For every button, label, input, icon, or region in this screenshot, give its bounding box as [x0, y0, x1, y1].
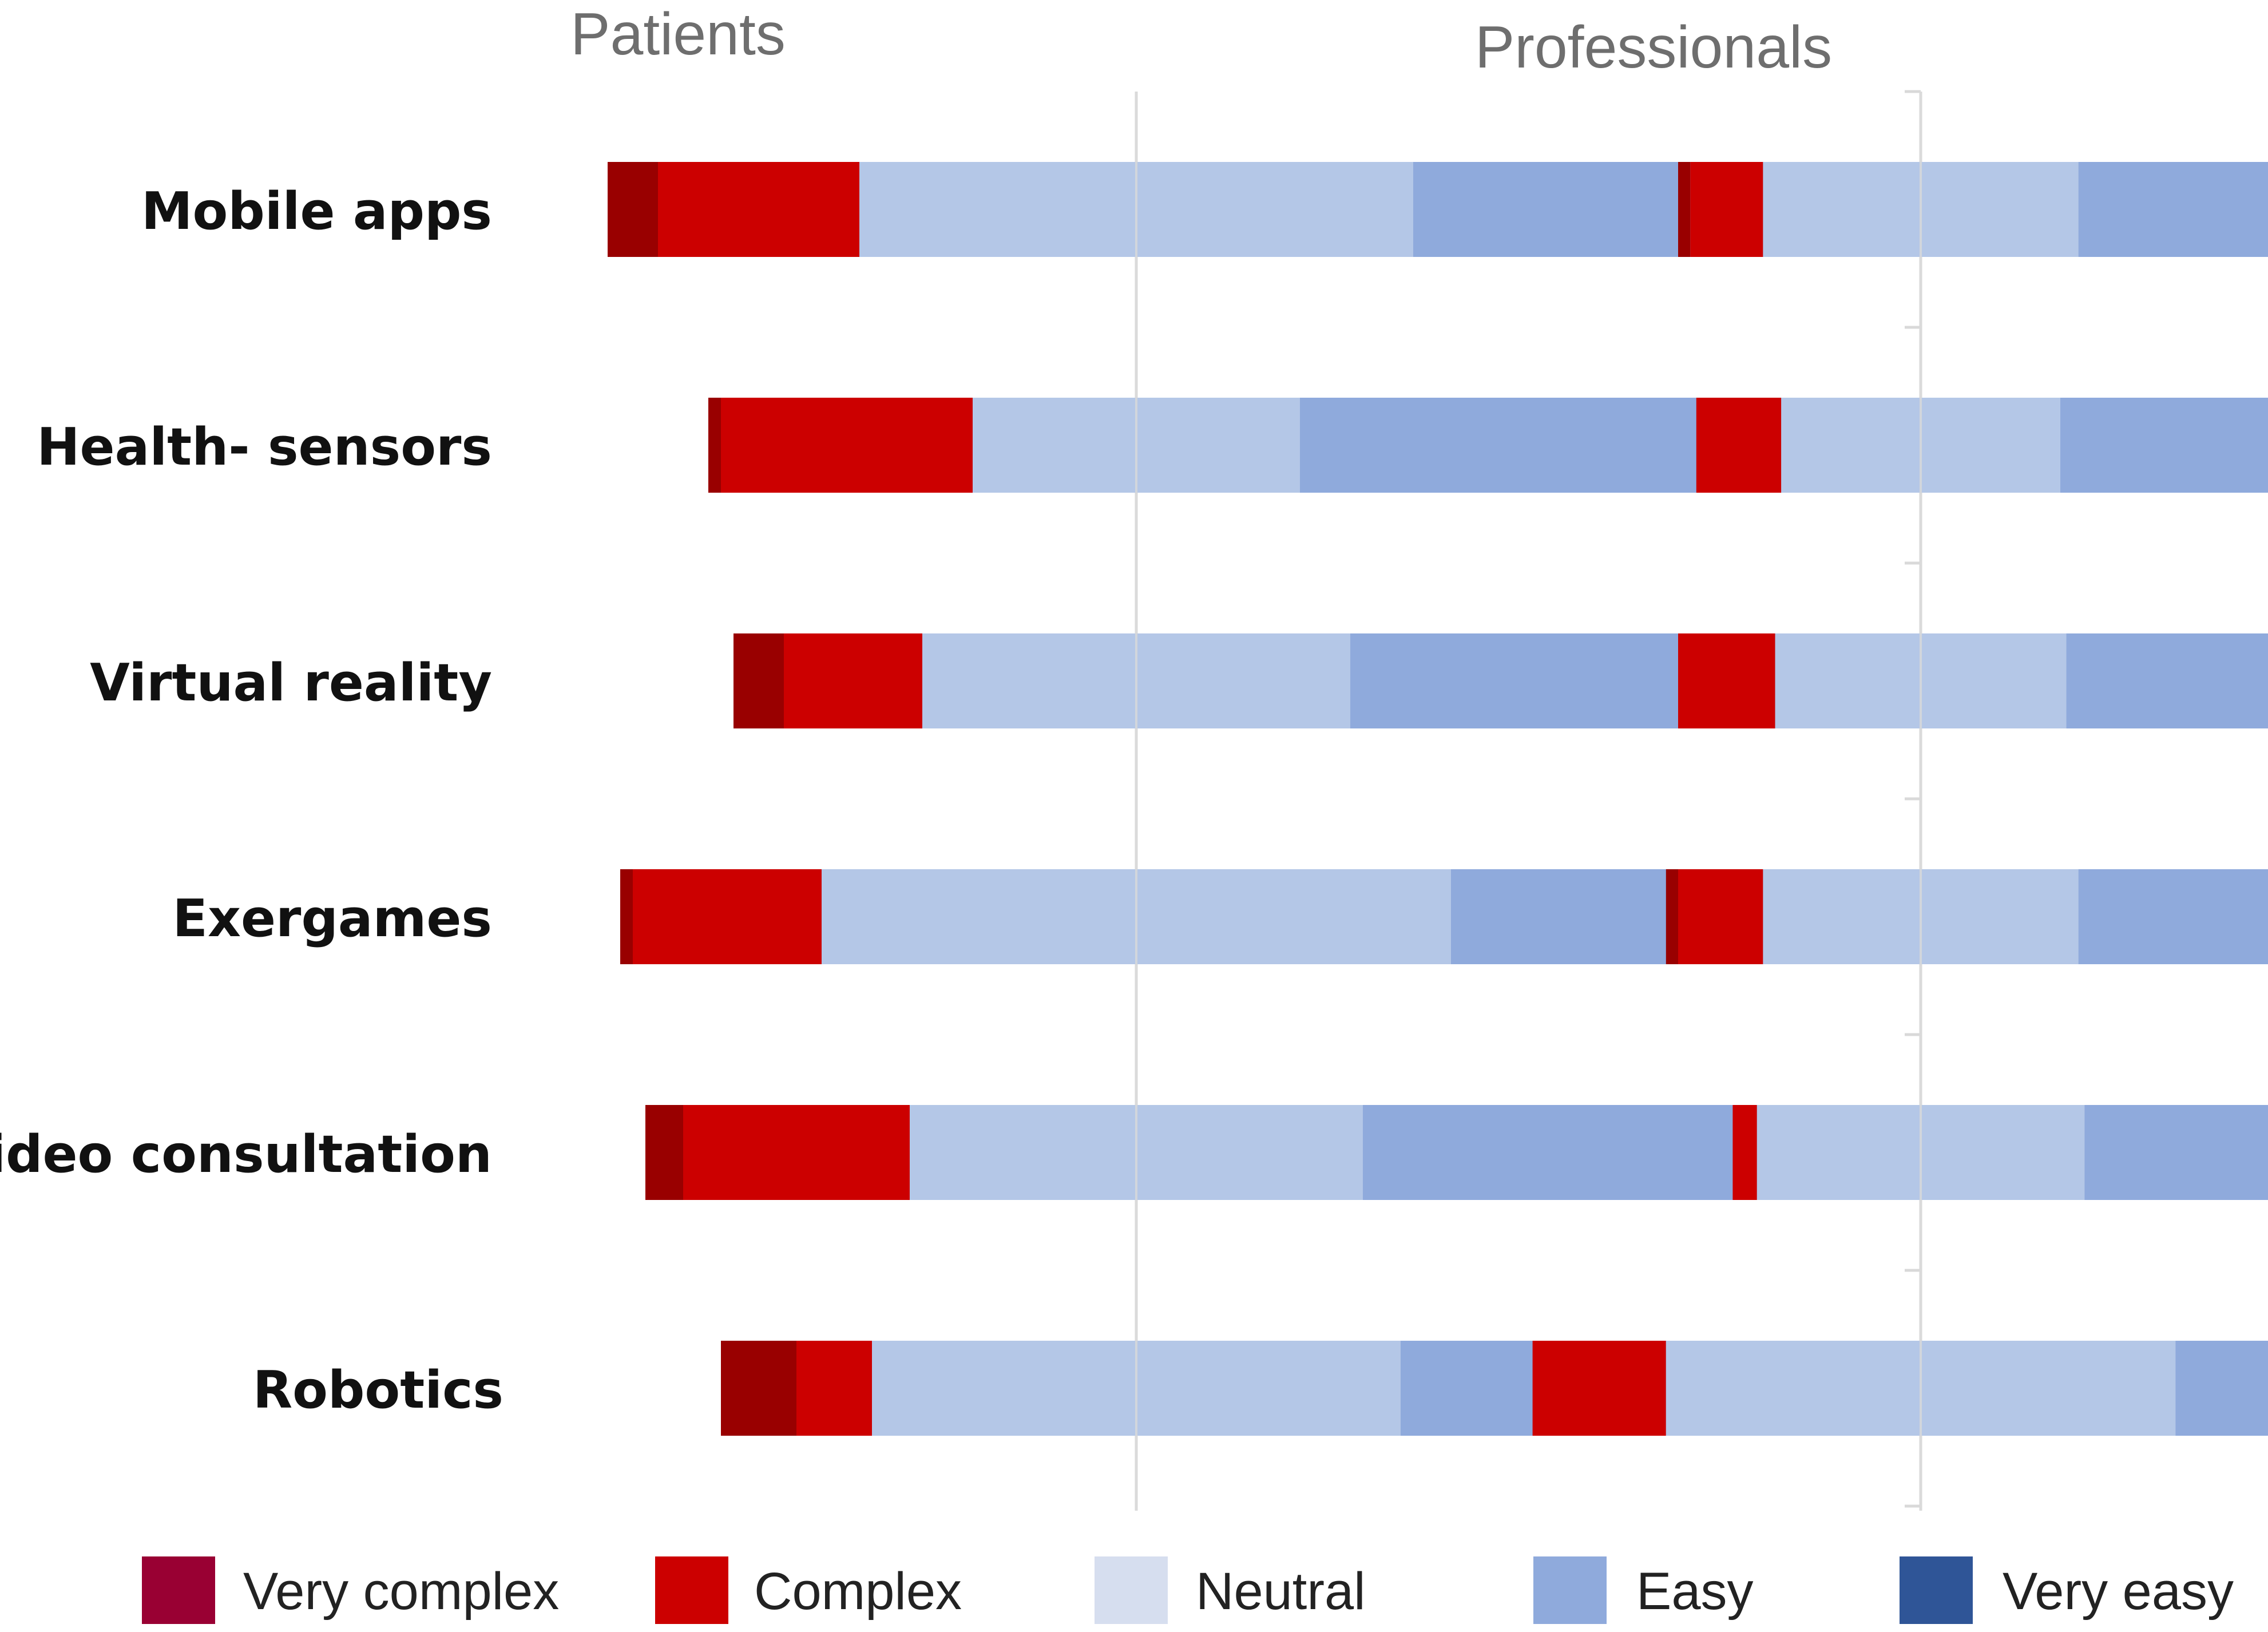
bar-patients-health-sensors-complex: [721, 398, 973, 493]
legend-swatch-very-complex: [142, 1556, 215, 1624]
legend-label-very-easy: Very easy: [2003, 1562, 2234, 1621]
panel-title-patients: Patients: [570, 1, 786, 68]
legend-label-easy: Easy: [1636, 1562, 1754, 1621]
bar-professionals-robotics-easy: [2175, 1341, 2268, 1436]
category-label: Exergames: [172, 889, 492, 949]
category-labels: Mobile apps Health- sensors Virtual real…: [0, 181, 503, 1420]
bar-patients-virtual-reality-very-complex: [733, 633, 784, 728]
bar-patients-mobile-apps-complex: [658, 162, 859, 257]
category-label: Video consultation: [0, 1124, 492, 1185]
category-label: Virtual reality: [90, 653, 492, 713]
bar-professionals-robotics-complex: [1532, 1341, 1666, 1436]
bar-patients-mobile-apps-very-complex: [608, 162, 658, 257]
axes-layer: [1135, 90, 1922, 1511]
bar-professionals-mobile-apps-very-complex: [1678, 162, 1691, 257]
bar-patients-video-consultation-easy: [1363, 1105, 1803, 1200]
bar-patients-robotics-complex: [796, 1341, 872, 1436]
legend-label-neutral: Neutral: [1196, 1562, 1366, 1621]
bar-professionals-video-consultation-complex: [1732, 1105, 1757, 1200]
bar-professionals-exergames-easy: [2078, 869, 2268, 964]
panel-title-professionals: Professionals: [1475, 14, 1832, 81]
bar-patients-video-consultation-complex: [683, 1105, 910, 1200]
bar-patients-health-sensors-very-complex: [708, 398, 721, 493]
legend-swatch-very-easy: [1900, 1556, 1973, 1624]
bar-professionals-exergames-very-complex: [1666, 869, 1678, 964]
bar-professionals-health-sensors-easy: [2060, 398, 2268, 493]
legend-label-complex: Complex: [754, 1562, 962, 1621]
bar-patients-exergames-complex: [633, 869, 822, 964]
bar-patients-exergames-very-complex: [620, 869, 633, 964]
bar-professionals-mobile-apps-complex: [1690, 162, 1763, 257]
legend-swatch-complex: [655, 1556, 728, 1624]
bar-professionals-mobile-apps-easy: [2078, 162, 2268, 257]
legend-swatch-neutral: [1095, 1556, 1168, 1624]
bar-professionals-video-consultation-easy: [2084, 1105, 2268, 1200]
category-label: Mobile apps: [141, 181, 492, 241]
bar-patients-virtual-reality-complex: [784, 633, 922, 728]
bars-layer: [608, 92, 2268, 1511]
bar-patients-robotics-very-complex: [721, 1341, 796, 1436]
bar-professionals-virtual-reality-easy: [2066, 633, 2268, 728]
bar-professionals-virtual-reality-complex: [1678, 633, 1775, 728]
legend-swatch-easy: [1533, 1556, 1607, 1624]
bar-patients-video-consultation-very-complex: [645, 1105, 683, 1200]
legend: Very complex Complex Neutral Easy Very e…: [142, 1556, 2234, 1624]
category-label: Robotics: [253, 1360, 503, 1420]
legend-label-very-complex: Very complex: [243, 1562, 559, 1621]
bar-professionals-health-sensors-complex: [1696, 398, 1782, 493]
bar-professionals-exergames-complex: [1678, 869, 1763, 964]
category-label: Health- sensors: [37, 417, 492, 477]
